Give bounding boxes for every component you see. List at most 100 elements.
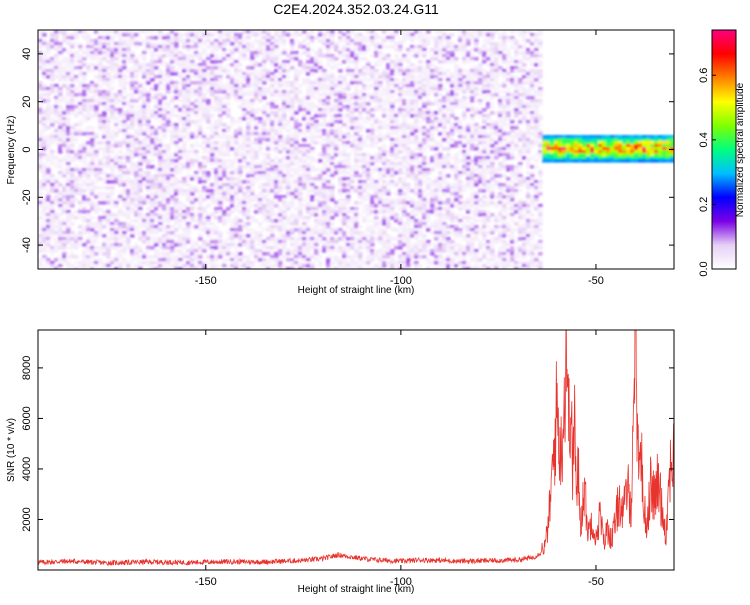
spectrogram-cell (258, 45, 263, 49)
spectrogram-cell (110, 171, 115, 175)
spectrogram-cell (134, 162, 139, 166)
spectrogram-cell (158, 156, 163, 160)
spectrogram-cell (194, 30, 199, 34)
spectrogram-cell (90, 39, 95, 43)
spectrogram-cell (110, 222, 115, 226)
spectrogram-cell (306, 264, 311, 268)
spectrogram-cell (94, 180, 99, 184)
spectrogram-cell (362, 183, 367, 187)
spectrogram-cell (218, 177, 223, 181)
spectrogram-cell (286, 258, 291, 262)
spectrogram-cell (174, 69, 179, 73)
spectrogram-cell (186, 81, 191, 85)
spectrogram-cell (162, 144, 167, 148)
spectrogram-cell (362, 39, 367, 43)
spectrogram-cell (98, 246, 103, 250)
spectrogram-cell (294, 99, 299, 103)
spectrogram-cell (50, 198, 55, 202)
spectrogram-cell (54, 225, 59, 229)
spectrogram-cell (362, 186, 367, 190)
spectrogram-cell (154, 267, 159, 269)
spectrogram-cell (234, 93, 239, 97)
spectrogram-cell (150, 204, 155, 208)
spectrogram-cell (154, 255, 159, 259)
spectrogram-cell (338, 69, 343, 73)
spectrogram-cell (242, 264, 247, 268)
spectrogram-cell (138, 30, 143, 34)
spectrogram-cell (54, 36, 59, 40)
spectrogram-cell (254, 231, 259, 235)
spectrogram-cell (126, 180, 131, 184)
spectrogram-cell (90, 225, 95, 229)
spectrogram-cell (270, 78, 275, 82)
spectrogram-cell (250, 117, 255, 121)
spectrogram-cell (274, 87, 279, 91)
spectrogram-cell (158, 228, 163, 232)
spectrogram-cell (250, 252, 255, 256)
spectrogram-cell (142, 183, 147, 187)
spectrogram-cell (58, 60, 63, 64)
spectrogram-cell (118, 183, 123, 187)
spectrogram-cell (46, 111, 51, 115)
spectrogram-cell (242, 138, 247, 142)
spectrogram-cell (386, 99, 391, 103)
spectrogram-cell (154, 147, 159, 151)
spectrogram-cell (118, 129, 123, 133)
spectrogram-cell (98, 195, 103, 199)
spectrogram-cell (134, 132, 139, 136)
spectrogram-cell (378, 183, 383, 187)
spectrogram-cell (178, 90, 183, 94)
spectrogram-cell (86, 219, 91, 223)
spectrogram-cell (286, 135, 291, 139)
spectrogram-cell (66, 117, 71, 121)
spectrogram-cell (150, 69, 155, 73)
spectrogram-cell (218, 249, 223, 253)
spectrogram-cell (46, 261, 51, 265)
spectrogram-cell (382, 111, 387, 115)
spectrogram-cell (82, 201, 87, 205)
spectrogram-cell (374, 237, 379, 241)
spectrogram-cell (146, 78, 151, 82)
spectrogram-cell (186, 240, 191, 244)
spectrogram-cell (198, 222, 203, 226)
spectrogram-cell (70, 69, 75, 73)
spectrogram-cell (250, 63, 255, 67)
spectrogram-cell (110, 48, 115, 52)
spectrogram-cell (206, 246, 211, 250)
spectrogram-cell (234, 159, 239, 163)
spectrogram-cell (226, 48, 231, 52)
spectrogram-cell (66, 33, 71, 37)
spectrogram-cell (258, 171, 263, 175)
spectrogram-cell (294, 75, 299, 79)
spectrogram-cell (126, 60, 131, 64)
spectrogram-cell (342, 171, 347, 175)
spectrogram-cell (338, 144, 343, 148)
spectrogram-cell (90, 114, 95, 118)
spectrogram-cell (126, 213, 131, 217)
spectrogram-cell (286, 207, 291, 211)
spectrogram-cell (262, 171, 267, 175)
spectrogram-cell (222, 87, 227, 91)
spectrogram-cell (82, 129, 87, 133)
spectrogram-cell (38, 246, 43, 250)
spectrogram-cell (42, 129, 47, 133)
spectrogram-cell (194, 141, 199, 145)
spectrogram-cell (38, 114, 43, 118)
spectrogram-cell (222, 108, 227, 112)
spectrogram-cell (46, 213, 51, 217)
spectrogram-cell (266, 90, 271, 94)
spectrogram-cell (170, 84, 175, 88)
spectrogram-cell (90, 162, 95, 166)
spectrogram-cell (386, 183, 391, 187)
spectrogram-cell (246, 81, 251, 85)
spectrogram-cell (274, 60, 279, 64)
spectrogram-cell (42, 111, 47, 115)
spectrogram-cell (182, 63, 187, 67)
spectrogram-cell (110, 258, 115, 262)
spectrogram-cell (366, 84, 371, 88)
spectrogram-cell (274, 204, 279, 208)
spectrogram-cell (350, 165, 355, 169)
spectrogram-cell (298, 192, 303, 196)
spectrogram-cell (246, 243, 251, 247)
spectrogram-cell (242, 93, 247, 97)
